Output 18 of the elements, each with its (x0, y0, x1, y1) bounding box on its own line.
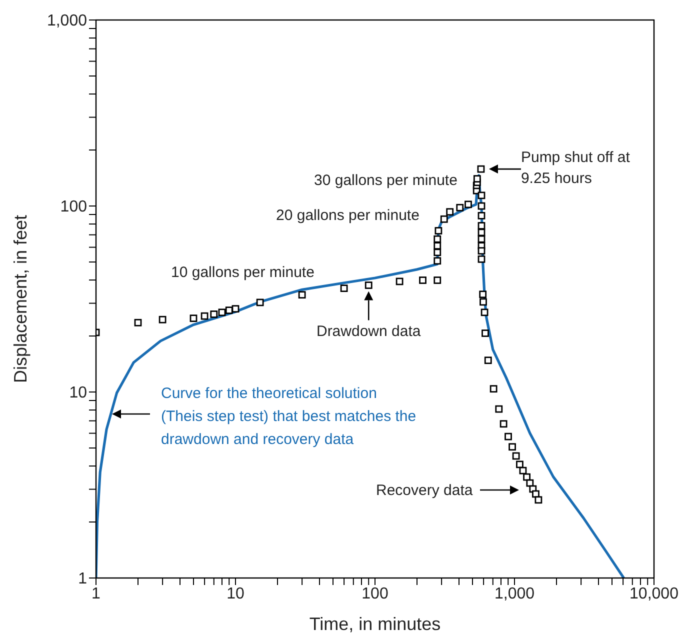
annotation: Pump shut off at 9.25 hours (520, 148, 631, 190)
x-tick-label: 10 (226, 585, 244, 602)
y-tick-label: 1,000 (46, 12, 88, 30)
annotation: 30 gallons per minute (314, 171, 458, 191)
y-axis-title: Displacement, in feet (10, 214, 30, 384)
y-tick-label: 10 (69, 384, 88, 402)
x-tick-label: 100 (362, 585, 388, 602)
x-tick-label: 1 (92, 585, 101, 602)
x-tick-label: 1,000 (494, 585, 535, 602)
annotation: Curve for the theoretical solution (Theis step test) that best matches the drawdown and recovery data (161, 384, 418, 450)
annotation: Recovery data (376, 481, 473, 501)
y-tick-label: 1 (78, 570, 88, 588)
annotation: 20 gallons per minute (276, 206, 420, 226)
annotation: Drawdown data (315, 322, 422, 342)
y-tick-label: 100 (60, 198, 88, 216)
annotation: 10 gallons per minute (171, 263, 314, 283)
x-axis-title: Time, in minutes (309, 614, 441, 634)
x-tick-label: 10,000 (630, 585, 679, 602)
